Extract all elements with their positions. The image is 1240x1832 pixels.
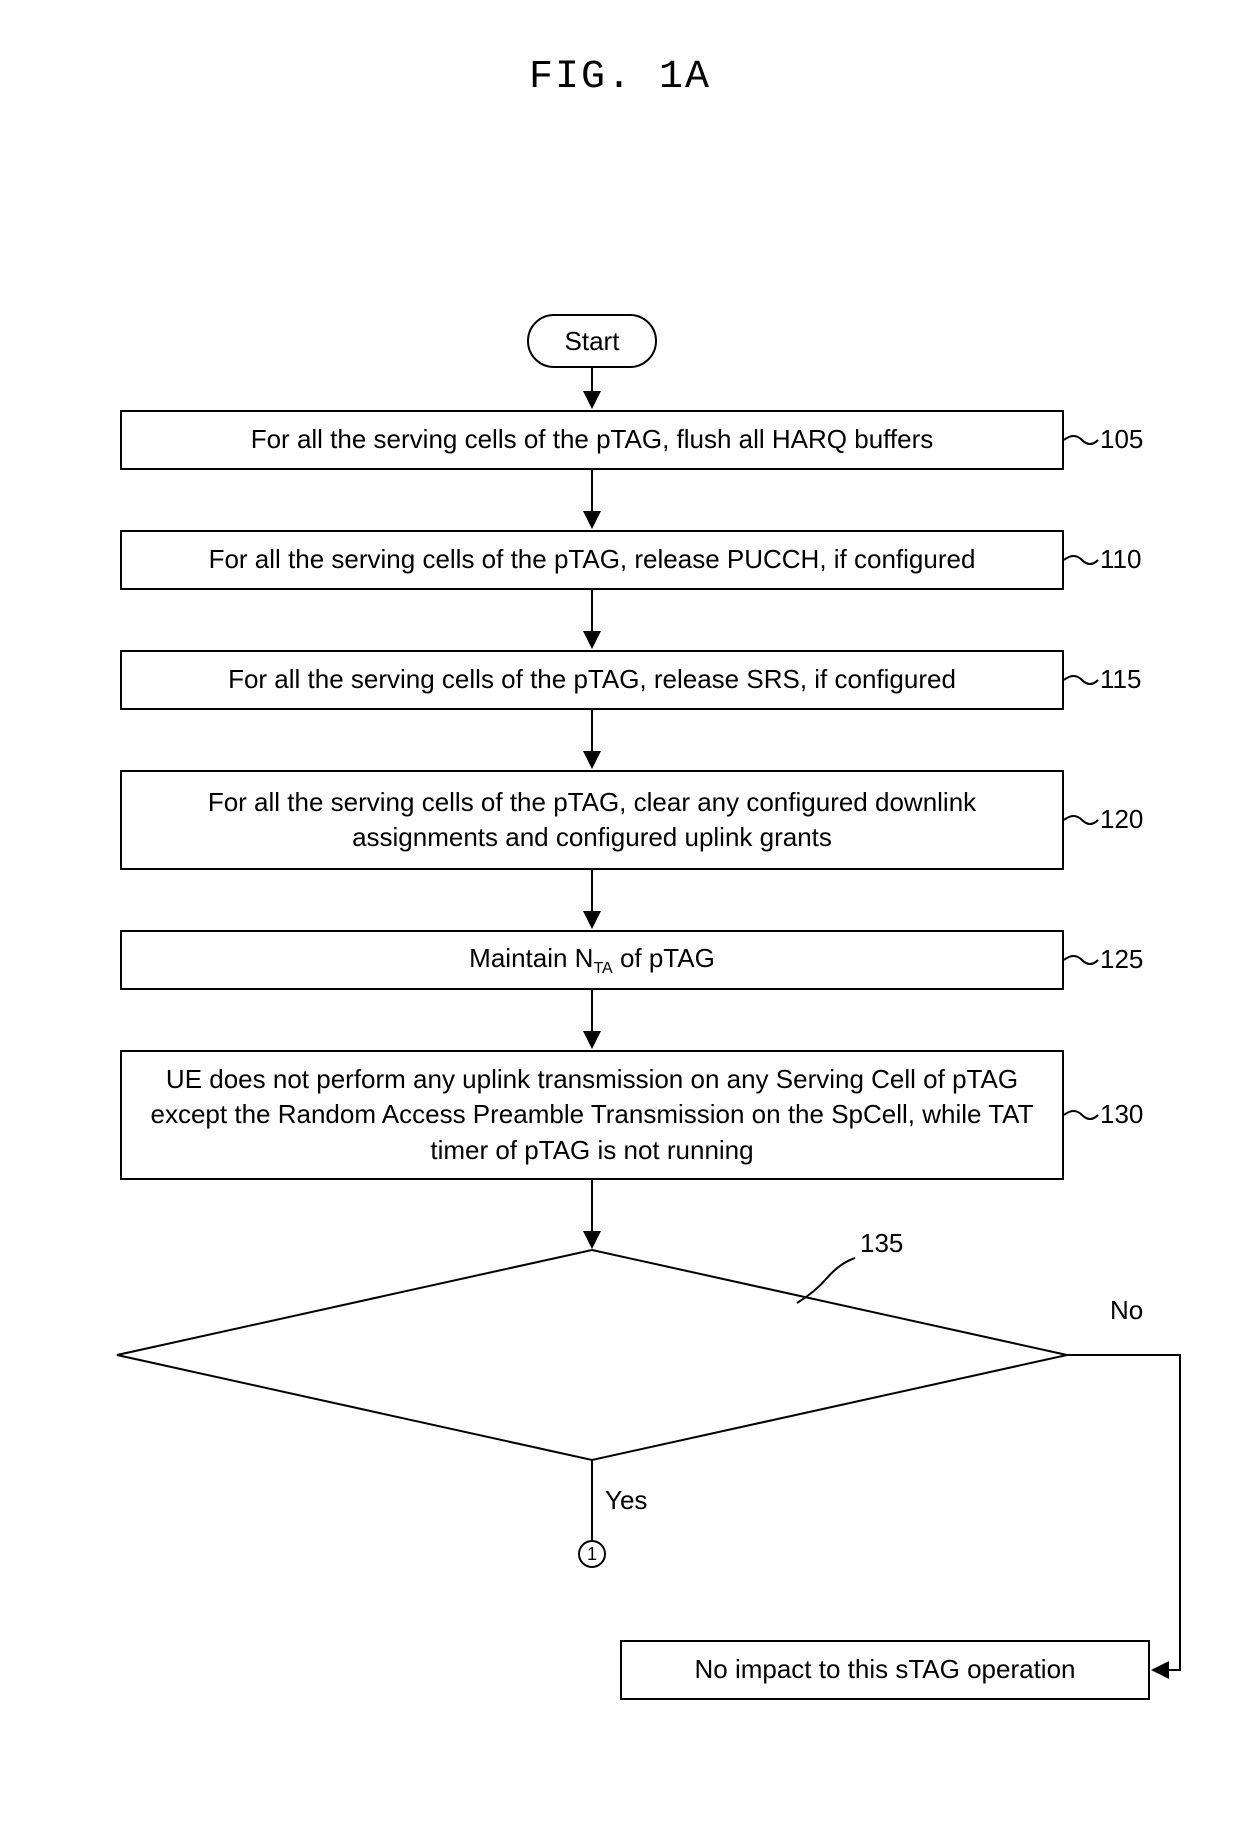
process-115-label: For all the serving cells of the pTAG, r… — [228, 662, 956, 697]
decision-135-label: For a serving cells of an sTAG, PUCCH tr… — [220, 1338, 964, 1400]
process-125-label: Maintain NTA of pTAG — [469, 941, 715, 980]
edge-no-label: No — [1110, 1295, 1143, 1326]
process-110: For all the serving cells of the pTAG, r… — [120, 530, 1064, 590]
ref-115: 115 — [1100, 664, 1141, 695]
process-130: UE does not perform any uplink transmiss… — [120, 1050, 1064, 1180]
figure-title: FIG. 1A — [0, 55, 1240, 100]
ref-110: 110 — [1100, 544, 1141, 575]
start-label: Start — [565, 326, 620, 357]
connector-1-label: 1 — [587, 1544, 597, 1565]
process-105-label: For all the serving cells of the pTAG, f… — [251, 422, 934, 457]
process-110-label: For all the serving cells of the pTAG, r… — [209, 542, 976, 577]
ref-135: 135 — [860, 1228, 903, 1259]
process-120: For all the serving cells of the pTAG, c… — [120, 770, 1064, 870]
flow-lines — [0, 0, 1240, 1832]
ref-125: 125 — [1100, 944, 1143, 975]
connector-1: 1 — [578, 1540, 606, 1568]
process-no-impact: No impact to this sTAG operation — [620, 1640, 1150, 1700]
start-node: Start — [527, 314, 657, 368]
process-120-label: For all the serving cells of the pTAG, c… — [134, 785, 1050, 855]
ref-120: 120 — [1100, 804, 1143, 835]
process-105: For all the serving cells of the pTAG, f… — [120, 410, 1064, 470]
edge-yes-label: Yes — [605, 1485, 647, 1516]
process-no-impact-label: No impact to this sTAG operation — [694, 1652, 1075, 1687]
figure-title-text: FIG. 1A — [529, 55, 711, 100]
ref-105: 105 — [1100, 424, 1143, 455]
process-125: Maintain NTA of pTAG — [120, 930, 1064, 990]
process-130-label: UE does not perform any uplink transmiss… — [134, 1062, 1050, 1167]
process-115: For all the serving cells of the pTAG, r… — [120, 650, 1064, 710]
ref-130: 130 — [1100, 1099, 1143, 1130]
